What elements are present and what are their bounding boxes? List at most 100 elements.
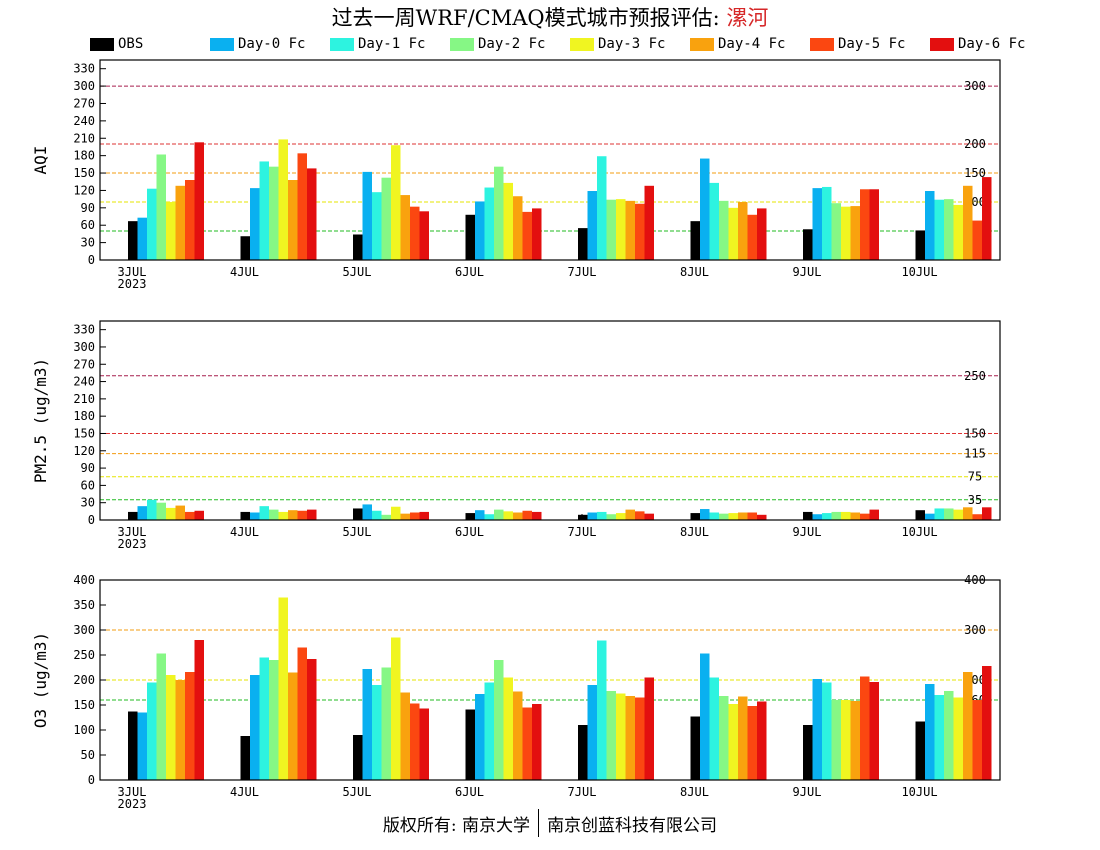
y-tick-label: 300 xyxy=(73,79,95,93)
bar-day-5-fc xyxy=(635,203,645,260)
bar-day-3-fc xyxy=(953,509,963,520)
threshold-label: 300 xyxy=(964,623,986,637)
bar-day-5-fc xyxy=(747,512,757,520)
x-tick-label: 9JUL xyxy=(793,785,822,799)
legend-label: Day-3 Fc xyxy=(598,36,666,52)
bar-day-0-fc xyxy=(587,685,597,780)
bar-day-6-fc xyxy=(194,142,204,260)
plot-frame xyxy=(99,320,1001,521)
threshold-label: 150 xyxy=(964,166,986,180)
x-tick-label: 6JUL xyxy=(455,785,484,799)
bar-day-6-fc xyxy=(869,509,879,520)
bar-obs xyxy=(465,709,475,780)
y-tick-label: 30 xyxy=(81,496,95,510)
bar-day-0-fc xyxy=(362,171,372,260)
bar-day-1-fc xyxy=(147,499,157,520)
bar-obs xyxy=(128,511,138,520)
x-tick-label: 8JUL xyxy=(680,785,709,799)
x-tick-label: 3JUL xyxy=(118,265,147,279)
chart-panel-2: 35 75 115 150 250 0 30 60 90 120 150 180 210 240 270 30… xyxy=(31,320,1001,551)
y-tick-label: 180 xyxy=(73,149,95,163)
y-tick-label: 90 xyxy=(81,201,95,215)
bar-day-1-fc xyxy=(709,677,719,780)
y-tick-label: 30 xyxy=(81,236,95,250)
bar-day-5-fc xyxy=(522,707,532,780)
bar-day-4-fc xyxy=(513,196,523,260)
bar-day-4-fc xyxy=(963,672,973,780)
y-axis-label: AQI xyxy=(31,146,50,175)
legend-item-day-0-fc: Day-0 Fc xyxy=(210,34,305,54)
bar-day-5-fc xyxy=(297,647,307,780)
bar-day-1-fc xyxy=(709,512,719,520)
threshold-label: 75 xyxy=(968,470,982,484)
bar-day-6-fc xyxy=(532,208,542,260)
legend-swatch xyxy=(210,37,234,51)
y-tick-label: 50 xyxy=(81,748,95,762)
legend-swatch xyxy=(810,37,834,51)
bar-day-0-fc xyxy=(250,512,260,520)
bar-day-4-fc xyxy=(625,509,635,520)
bar-day-2-fc xyxy=(719,696,729,780)
bar-day-2-fc xyxy=(944,691,954,780)
bar-day-5-fc xyxy=(185,511,195,520)
bar-day-4-fc xyxy=(513,512,523,520)
bar-day-0-fc xyxy=(137,506,147,520)
bar-day-1-fc xyxy=(259,506,269,520)
bar-day-1-fc xyxy=(372,685,382,780)
bar-day-2-fc xyxy=(156,154,166,260)
bar-day-4-fc xyxy=(288,510,298,520)
y-tick-label: 270 xyxy=(73,96,95,110)
bar-day-6-fc xyxy=(644,513,654,520)
bar-day-6-fc xyxy=(644,677,654,780)
bar-obs xyxy=(803,229,813,260)
bar-obs xyxy=(803,725,813,780)
footer: 版权所有: 南京大学 南京创蓝科技有限公司 xyxy=(0,808,1100,838)
bar-day-2-fc xyxy=(494,166,504,260)
bar-day-2-fc xyxy=(831,511,841,520)
legend-label: Day-1 Fc xyxy=(358,36,426,52)
bar-day-5-fc xyxy=(635,697,645,780)
bar-day-3-fc xyxy=(391,637,401,780)
bar-obs xyxy=(465,214,475,260)
bar-day-1-fc xyxy=(934,199,944,260)
bar-day-0-fc xyxy=(250,188,260,260)
bar-day-2-fc xyxy=(719,200,729,260)
bar-day-5-fc xyxy=(297,153,307,260)
bar-day-3-fc xyxy=(616,199,626,260)
bar-day-4-fc xyxy=(400,692,410,780)
bar-day-1-fc xyxy=(484,514,494,520)
bar-day-0-fc xyxy=(925,684,935,780)
x-tick-label: 3JUL xyxy=(118,785,147,799)
legend-swatch xyxy=(330,37,354,51)
bar-day-6-fc xyxy=(419,211,429,260)
footer-copyright: 版权所有: 南京大学 xyxy=(382,815,531,836)
bar-day-5-fc xyxy=(972,220,982,260)
bar-day-2-fc xyxy=(944,508,954,520)
bar-day-2-fc xyxy=(156,502,166,520)
bar-obs xyxy=(690,513,700,520)
bar-day-5-fc xyxy=(185,180,195,260)
bar-day-1-fc xyxy=(147,188,157,260)
y-tick-label: 100 xyxy=(73,723,95,737)
bar-day-1-fc xyxy=(484,187,494,260)
bar-obs xyxy=(690,221,700,260)
legend-label: Day-4 Fc xyxy=(718,36,786,52)
bar-obs xyxy=(128,711,138,780)
x-tick-label: 9JUL xyxy=(793,265,822,279)
bar-day-0-fc xyxy=(812,679,822,780)
bar-day-2-fc xyxy=(831,203,841,260)
bar-day-5-fc xyxy=(410,512,420,520)
legend-label: Day-6 Fc xyxy=(958,36,1026,52)
bar-day-1-fc xyxy=(822,682,832,780)
bar-day-3-fc xyxy=(953,204,963,260)
bar-day-3-fc xyxy=(278,139,288,260)
bar-day-4-fc xyxy=(625,200,635,260)
bar-day-0-fc xyxy=(925,191,935,260)
bar-day-1-fc xyxy=(597,511,607,520)
bar-obs xyxy=(803,511,813,520)
bar-day-5-fc xyxy=(860,676,870,780)
bar-day-1-fc xyxy=(259,657,269,780)
bar-obs xyxy=(915,230,925,260)
bar-day-1-fc xyxy=(372,192,382,260)
